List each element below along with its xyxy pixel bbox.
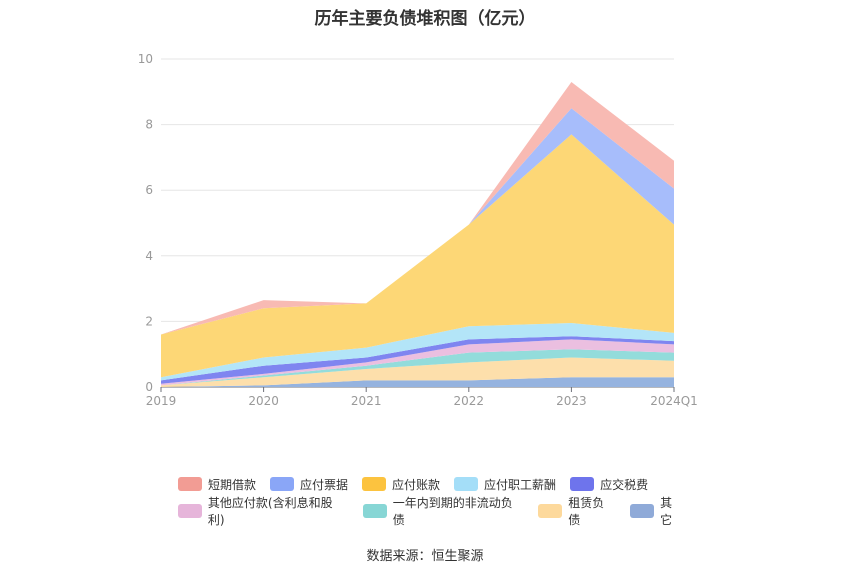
- legend-item[interactable]: 其他应付款(含利息和股利): [178, 494, 349, 528]
- legend-swatch: [630, 504, 655, 518]
- area-series: [161, 357, 674, 387]
- y-tick-label: 6: [145, 183, 153, 197]
- x-tick-label: 2019: [146, 394, 177, 408]
- legend-swatch: [454, 477, 479, 491]
- legend-row: 短期借款 应付票据 应付账款 应付职工薪酬 应交税费: [178, 472, 698, 496]
- legend-label: 租赁负债: [568, 496, 605, 527]
- x-tick-label: 2024Q1: [650, 394, 698, 408]
- legend-label: 应交税费: [600, 477, 649, 492]
- x-tick-label: 2023: [556, 394, 587, 408]
- source-note: 数据来源：恒生聚源: [366, 549, 484, 564]
- legend-swatch: [538, 504, 563, 518]
- area-series: [161, 336, 674, 384]
- legend-item[interactable]: 租赁负债: [538, 494, 616, 528]
- legend-label: 其它: [660, 496, 673, 527]
- x-tick-label: 2022: [454, 394, 485, 408]
- legend-item[interactable]: 短期借款: [178, 476, 256, 493]
- area-series: [161, 134, 674, 378]
- y-tick-label: 8: [145, 118, 153, 132]
- legend-label: 应付票据: [300, 477, 349, 492]
- legend-swatch: [178, 477, 202, 491]
- chart-title: 历年主要负债堆积图（亿元）: [314, 9, 536, 29]
- y-tick-label: 0: [145, 380, 153, 394]
- legend-swatch: [362, 504, 387, 518]
- legend-label: 短期借款: [208, 477, 257, 492]
- x-tick-label: 2021: [351, 394, 382, 408]
- legend-item[interactable]: 一年内到期的非流动负债: [362, 494, 525, 528]
- legend-label: 应付职工薪酬: [484, 477, 557, 492]
- area-series: [161, 339, 674, 386]
- legend-label: 其他应付款(含利息和股利): [207, 496, 333, 527]
- area-series: [161, 349, 674, 386]
- legend-swatch: [570, 477, 595, 491]
- legend-row: 其他应付款(含利息和股利) 一年内到期的非流动负债 租赁负债 其它: [178, 496, 698, 527]
- legend-swatch: [270, 477, 295, 491]
- y-tick-label: 4: [145, 249, 153, 263]
- legend-swatch: [362, 477, 387, 491]
- area-layer: [161, 82, 674, 387]
- legend-item[interactable]: 应付职工薪酬: [454, 476, 556, 493]
- legend-item[interactable]: 应付票据: [270, 476, 348, 493]
- area-series: [161, 377, 674, 387]
- legend: 短期借款 应付票据 应付账款 应付职工薪酬 应交税费 其他应付款(含利息和股利) 一年内到…: [178, 472, 698, 527]
- area-series: [161, 323, 674, 381]
- legend-item[interactable]: 应交税费: [570, 476, 648, 493]
- legend-item[interactable]: 其它: [630, 494, 684, 528]
- legend-label: 应付账款: [392, 477, 441, 492]
- y-tick-label: 2: [145, 314, 153, 328]
- legend-item[interactable]: 应付账款: [362, 476, 440, 493]
- x-tick-label: 2020: [248, 394, 279, 408]
- legend-swatch: [178, 504, 202, 518]
- axis-layer: 0 2 4 6 8 10 2019 2020 2021 2022 2023 2024Q1: [138, 52, 698, 408]
- y-tick-label: 10: [138, 52, 153, 66]
- legend-label: 一年内到期的非流动负债: [392, 496, 513, 527]
